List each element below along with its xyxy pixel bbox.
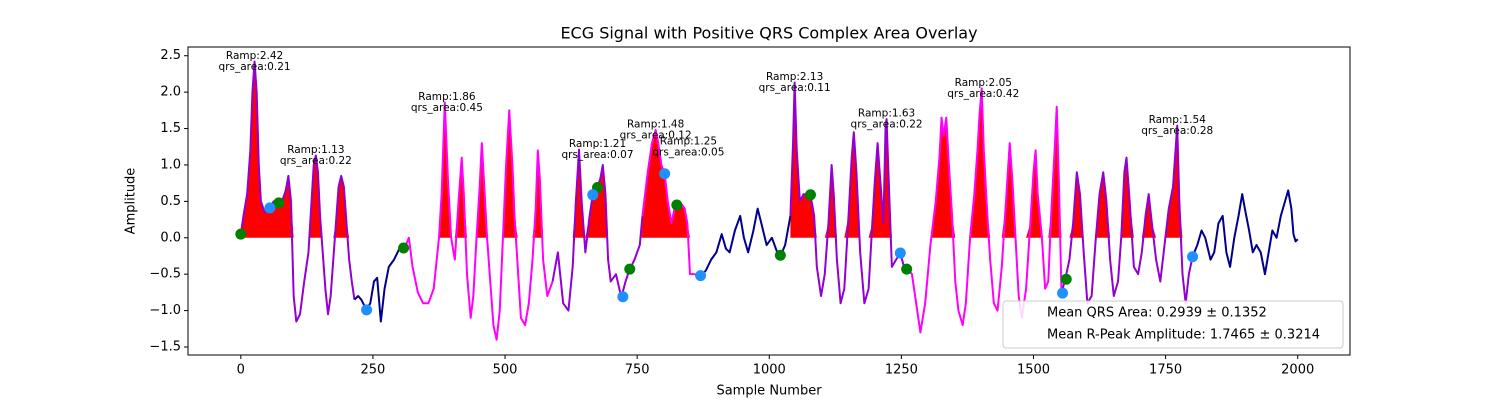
chart-title: ECG Signal with Positive QRS Complex Are… [560,24,977,43]
qrs-area [904,88,1062,238]
marker [587,189,599,201]
annotation-text: qrs_area:0.11 [759,82,831,94]
y-tick-label: −1.0 [149,303,181,318]
marker [1187,251,1199,263]
annotation-text: qrs_area:0.07 [561,149,633,161]
annotation-text: qrs_area:0.05 [652,146,724,158]
y-axis-label: Amplitude [124,168,139,235]
marker [804,189,816,201]
y-tick-label: 2.5 [160,48,181,63]
x-tick-label: 500 [493,363,518,378]
marker [1057,287,1069,299]
annotation-text: qrs_area:0.45 [411,102,483,114]
marker [695,270,707,282]
y-tick-label: 0.5 [160,194,181,209]
signal-line [403,101,554,341]
annotation-text: Ramp:2.05 [955,77,1012,89]
x-tick-label: 750 [625,363,650,378]
y-tick-label: 1.0 [160,157,181,172]
signal-line [699,207,792,277]
y-tick-label: −0.5 [149,267,181,282]
x-axis-label: Sample Number [716,384,822,399]
annotation-text: Ramp:1.21 [569,138,626,150]
x-tick-label: 0 [237,363,245,378]
x-tick-label: 250 [361,363,386,378]
signal-line [1191,189,1299,276]
annotation-text: Ramp:2.13 [766,71,823,83]
annotation-text: Ramp:1.48 [627,119,684,131]
marker [361,304,373,316]
marker [624,263,636,275]
signal-line [353,246,405,323]
annotation-text: qrs_area:0.28 [1141,125,1213,137]
marker [659,168,671,180]
signal-line [239,60,356,323]
marker [617,291,629,303]
marker [671,199,683,211]
x-tick-label: 2000 [1281,363,1314,378]
x-tick-label: 1750 [1149,363,1182,378]
annotation-text: qrs_area:0.22 [851,119,923,131]
marker [774,249,786,261]
marker [1060,273,1072,285]
y-tick-label: −1.5 [149,339,181,354]
annotation-text: Ramp:1.63 [858,108,915,120]
marker [894,247,906,259]
marker [264,202,276,214]
signal-line [641,129,701,277]
annotation-text: Ramp:1.54 [1149,114,1207,126]
marker [273,197,285,209]
qrs-area [1061,125,1193,238]
annotation-text: Ramp:1.86 [418,91,476,103]
legend-entry: Mean QRS Area: 0.2939 ± 0.1352 [1047,306,1267,321]
annotation-text: Ramp:2.42 [226,50,283,62]
qrs-area [790,82,905,238]
plot-frame [187,46,1351,356]
x-tick-label: 1250 [885,363,918,378]
y-tick-label: 1.5 [160,121,181,136]
annotation-text: qrs_area:0.21 [219,61,291,73]
y-tick-label: 0.0 [160,230,181,245]
legend-box [1002,300,1344,349]
signal-line [1060,124,1194,305]
annotation-text: Ramp:1.25 [660,135,717,147]
y-tick-label: 2.0 [160,85,181,100]
marker [235,228,247,240]
marker [398,242,410,254]
qrs-area [240,61,355,238]
signal-line [903,87,1063,334]
x-tick-label: 1500 [1017,363,1050,378]
annotation-text: qrs_area:0.22 [280,155,352,167]
annotation-text: qrs_area:0.42 [947,88,1019,100]
marker [901,263,913,275]
qrs-area [642,130,701,238]
annotation-text: Ramp:1.13 [287,144,344,156]
legend-entry: Mean R-Peak Amplitude: 1.7465 ± 0.3214 [1047,328,1320,343]
annotation-text: qrs_area:0.12 [620,130,692,142]
x-tick-label: 1000 [753,363,786,378]
